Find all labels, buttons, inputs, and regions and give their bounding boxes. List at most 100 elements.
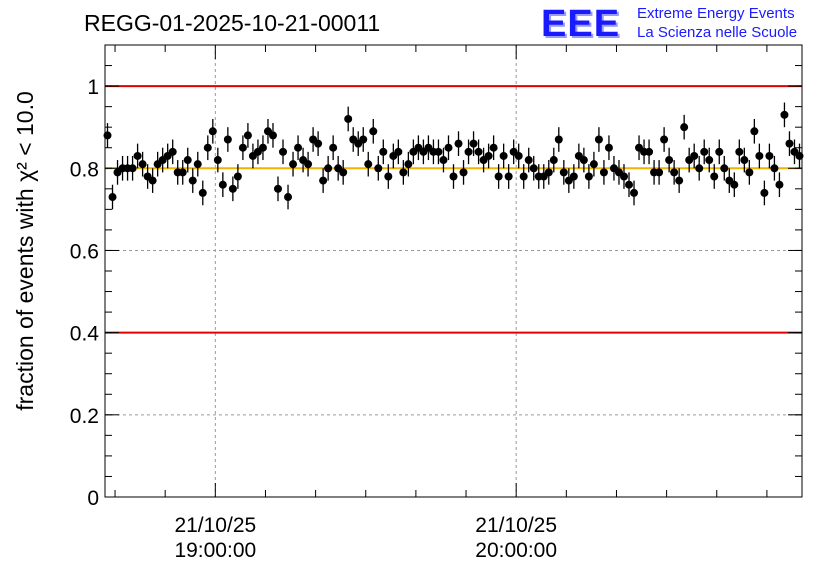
- data-point: [499, 151, 508, 160]
- run-title: REGG-01-2025-10-21-00011: [84, 10, 381, 36]
- data-point: [594, 135, 603, 144]
- data-point: [675, 176, 684, 185]
- data-point: [268, 131, 277, 140]
- y-tick-label: 1: [87, 76, 99, 99]
- y-tick-label: 0.2: [70, 405, 99, 428]
- data-point: [625, 180, 634, 189]
- data-point: [765, 151, 774, 160]
- data-point: [599, 168, 608, 177]
- data-point: [715, 147, 724, 156]
- data-point: [384, 172, 393, 181]
- eee-logo-text: Extreme Energy Events La Scienza nelle S…: [637, 4, 797, 42]
- data-point: [434, 147, 443, 156]
- data-point: [218, 180, 227, 189]
- eee-logo: EEE: [541, 3, 621, 45]
- data-point: [379, 147, 388, 156]
- data-point: [519, 172, 528, 181]
- data-point: [660, 135, 669, 144]
- data-point: [695, 164, 704, 173]
- data-point: [183, 156, 192, 165]
- data-point: [324, 164, 333, 173]
- data-point: [168, 147, 177, 156]
- data-point: [279, 147, 288, 156]
- data-point: [339, 168, 348, 177]
- reference-lines: [105, 85, 802, 334]
- data-point: [464, 147, 473, 156]
- data-point: [524, 156, 533, 165]
- data-point: [449, 172, 458, 181]
- data-point: [284, 193, 293, 202]
- data-point: [619, 172, 628, 181]
- data-point: [730, 180, 739, 189]
- axis-ticks: [105, 45, 802, 498]
- y-tick-label: 0: [87, 487, 99, 510]
- data-point: [369, 127, 378, 136]
- data-point: [289, 160, 298, 169]
- data-point: [223, 135, 232, 144]
- data-point: [750, 127, 759, 136]
- data-point: [444, 143, 453, 152]
- data-point: [364, 160, 373, 169]
- data-point: [735, 147, 744, 156]
- data-point: [745, 168, 754, 177]
- plot-frame: [104, 44, 803, 498]
- data-point: [439, 156, 448, 165]
- logo-line-1: Extreme Energy Events: [637, 5, 795, 22]
- y-tick-label: 0.4: [70, 323, 100, 346]
- data-point: [579, 156, 588, 165]
- y-axis-label: fraction of events with χ² < 10.0: [12, 91, 38, 411]
- data-point: [559, 168, 568, 177]
- data-point: [108, 193, 117, 202]
- data-point: [404, 160, 413, 169]
- data-point: [394, 147, 403, 156]
- data-point: [138, 160, 147, 169]
- data-point: [544, 168, 553, 177]
- data-point: [760, 188, 769, 197]
- data-point: [780, 110, 789, 119]
- data-point: [549, 156, 558, 165]
- data-point: [484, 151, 493, 160]
- data-point: [148, 176, 157, 185]
- data-point: [233, 172, 242, 181]
- data-point: [273, 184, 282, 193]
- grid-layer: [105, 45, 802, 497]
- data-point: [103, 131, 112, 140]
- data-point: [238, 143, 247, 152]
- data-point: [504, 172, 513, 181]
- data-point: [359, 135, 368, 144]
- data-point: [795, 151, 804, 160]
- data-point: [228, 184, 237, 193]
- data-point: [128, 164, 137, 173]
- data-point: [770, 164, 779, 173]
- data-point: [720, 164, 729, 173]
- data-point: [529, 164, 538, 173]
- data-point: [243, 131, 252, 140]
- data-point: [785, 139, 794, 148]
- data-point: [554, 135, 563, 144]
- x-tick-date-label: 21/10/25: [174, 514, 256, 537]
- data-point: [775, 180, 784, 189]
- data-point: [294, 143, 303, 152]
- data-point: [710, 172, 719, 181]
- x-tick-time-label: 19:00:00: [174, 539, 256, 562]
- logo-line-2: La Scienza nelle Scuole: [637, 24, 798, 41]
- data-point: [494, 172, 503, 181]
- data-point: [604, 143, 613, 152]
- data-point: [690, 151, 699, 160]
- data-point: [705, 156, 714, 165]
- data-point: [198, 188, 207, 197]
- data-point: [584, 172, 593, 181]
- data-point: [193, 160, 202, 169]
- data-point: [329, 143, 338, 152]
- data-point: [374, 164, 383, 173]
- y-tick-labels: 0 0.2 0.4 0.6 0.8 1: [70, 76, 100, 510]
- data-point: [469, 139, 478, 148]
- data-point: [459, 168, 468, 177]
- data-point: [399, 168, 408, 177]
- data-points: [103, 110, 804, 202]
- data-point: [755, 151, 764, 160]
- data-point: [489, 143, 498, 152]
- data-point: [655, 168, 664, 177]
